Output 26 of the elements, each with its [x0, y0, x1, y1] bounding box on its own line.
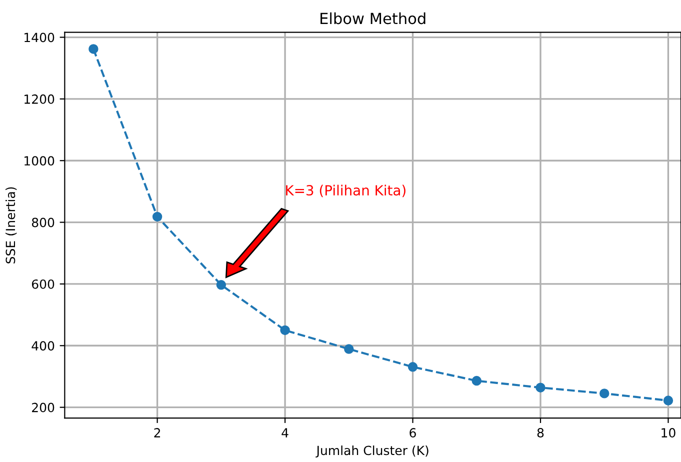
x-axis-title: Jumlah Cluster (K): [316, 445, 428, 458]
x-tick-label: 4: [282, 428, 288, 438]
y-tick-label: 1400: [24, 32, 54, 42]
point: [408, 362, 418, 372]
y-tick-label: 600: [32, 279, 54, 289]
point: [216, 280, 226, 290]
point: [88, 44, 98, 54]
y-axis-title: SSE (Inertia): [6, 187, 17, 264]
point: [536, 382, 546, 392]
chart-title: Elbow Method: [320, 12, 426, 24]
point: [152, 212, 162, 222]
y-tick-label: 200: [32, 402, 54, 412]
point: [280, 325, 290, 336]
y-tick-label: 1200: [24, 94, 54, 104]
x-tick-label: 6: [410, 428, 416, 438]
x-tick-label: 2: [154, 428, 160, 438]
x-tick-label: 8: [537, 428, 544, 438]
point: [663, 396, 674, 406]
point: [600, 388, 610, 398]
point: [472, 376, 482, 386]
y-tick-label: 400: [32, 341, 54, 351]
point: [344, 344, 354, 354]
y-tick-label: 800: [32, 218, 54, 228]
y-tick-label: 1000: [24, 156, 54, 166]
x-tick-label: 10: [662, 428, 676, 438]
annotation: K=3 (Pilihan Kita): [286, 184, 406, 198]
